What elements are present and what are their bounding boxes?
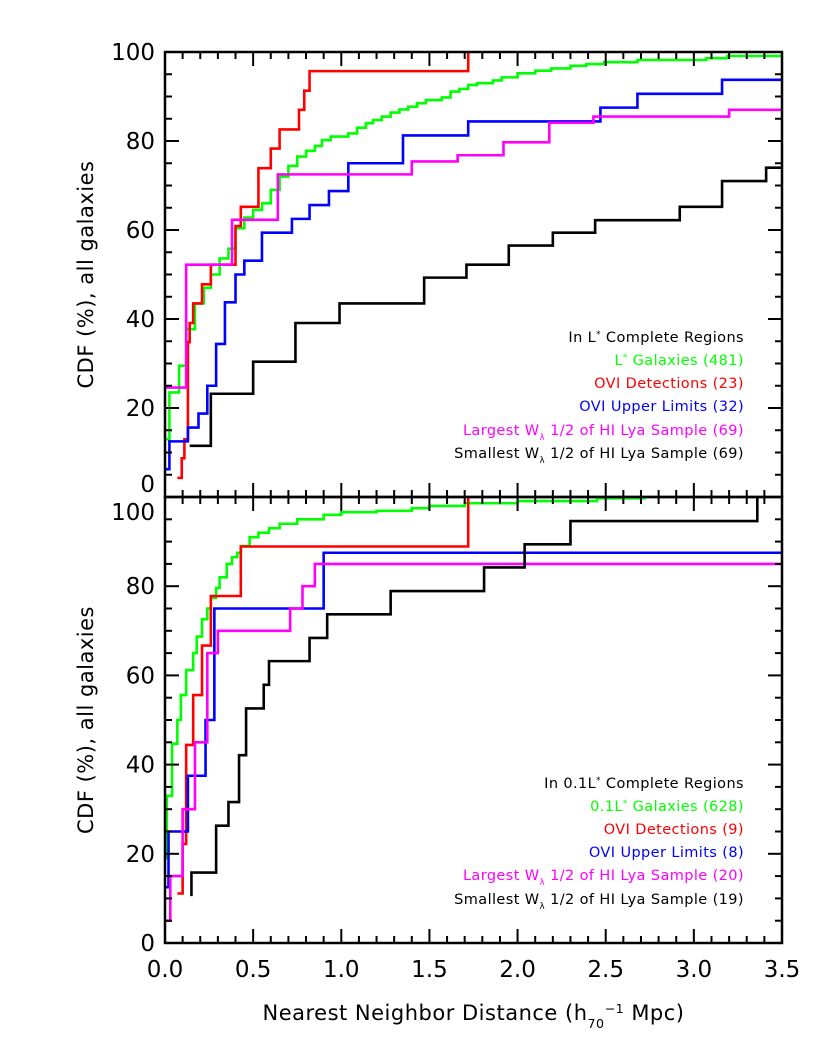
series-line-3 — [165, 108, 782, 389]
x-tick-label: 2.5 — [587, 957, 624, 983]
y-tick-label: 60 — [126, 663, 155, 689]
x-tick-label: 3.5 — [764, 957, 801, 983]
series-line-3 — [166, 562, 782, 922]
y-tick-label: 40 — [126, 307, 155, 333]
panel-top: 0 20 40 60 80 100 CDF (%), all galaxies In L* C… — [74, 40, 784, 499]
y-tick-label: 60 — [126, 218, 155, 244]
y-tick-label: 20 — [126, 396, 155, 422]
series-line-2 — [165, 551, 782, 889]
legend: In 0.1L* Complete Regions 0.1L* Galaxies … — [454, 776, 744, 912]
y-tick-label: 100 — [111, 500, 155, 526]
series-line-0 — [165, 497, 646, 860]
series-line-2 — [165, 78, 782, 471]
y-axis-label: CDF (%), all galaxies — [74, 606, 98, 834]
legend-entry-1: OVI Detections (23) — [594, 376, 744, 392]
legend: In L* Complete Regions L* Galaxies (481) O… — [454, 330, 744, 466]
x-tick-label: 3.0 — [676, 957, 713, 983]
x-tick-label: 0.0 — [147, 957, 184, 983]
y-tick-label: 0 — [140, 931, 155, 957]
y-tick-label: 100 — [111, 40, 155, 66]
series-line-0 — [165, 54, 782, 441]
legend-entry-3: Largest Wλ 1/2 of HI Lya Sample (20) — [463, 868, 744, 888]
y-tick-label: 20 — [126, 842, 155, 868]
legend-entry-1: OVI Detections (9) — [604, 822, 744, 838]
y-tick-label: 0 — [140, 472, 155, 498]
series-line-1 — [177, 52, 470, 480]
y-tick-label: 40 — [126, 753, 155, 779]
series-line-4 — [190, 497, 759, 897]
legend-title: In 0.1L* Complete Regions — [544, 776, 744, 792]
legend-entry-0: L* Galaxies (481) — [614, 353, 744, 369]
panel-bottom: 0 20 40 60 80 100 CDF (%), all galaxies 0.0 0.5 1… — [74, 495, 801, 1031]
series-line-4 — [189, 166, 782, 448]
x-tick-label: 0.5 — [235, 957, 272, 983]
x-tick-label: 2.0 — [499, 957, 536, 983]
legend-entry-3: Largest Wλ 1/2 of HI Lya Sample (69) — [463, 423, 744, 443]
legend-title: In L* Complete Regions — [568, 330, 744, 346]
y-axis-label: CDF (%), all galaxies — [74, 160, 98, 388]
y-tick-label: 80 — [126, 574, 155, 600]
legend-entry-0: 0.1L* Galaxies (628) — [590, 799, 744, 815]
y-tick-label: 80 — [126, 129, 155, 155]
legend-entry-4: Smallest Wλ 1/2 of HI Lya Sample (19) — [454, 892, 744, 912]
legend-entry-2: OVI Upper Limits (32) — [579, 399, 744, 415]
legend-entry-4: Smallest Wλ 1/2 of HI Lya Sample (69) — [454, 446, 744, 466]
x-tick-label: 1.5 — [411, 957, 448, 983]
legend-entry-2: OVI Upper Limits (8) — [589, 845, 744, 861]
x-axis-label: Nearest Neighbor Distance (h70−1 Mpc) — [262, 1001, 684, 1031]
x-tick-label: 1.0 — [323, 957, 360, 983]
